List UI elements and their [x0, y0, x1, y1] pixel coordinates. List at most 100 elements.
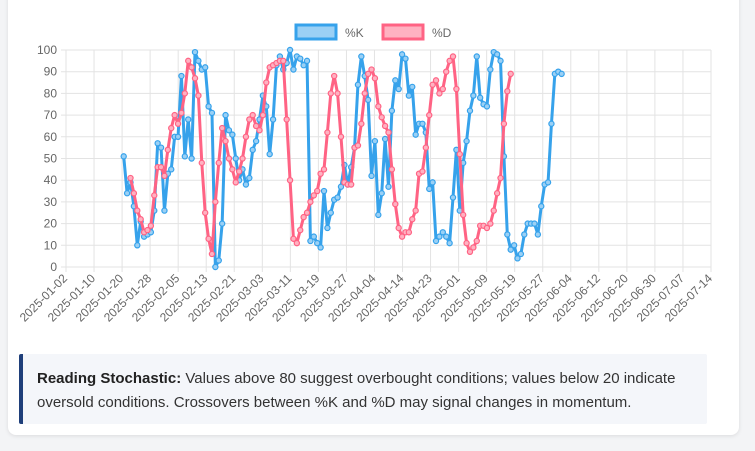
- data-point: [191, 75, 199, 82]
- data-point: [531, 220, 538, 227]
- data-point: [307, 237, 314, 245]
- data-point: [168, 124, 175, 132]
- data-point: [470, 244, 477, 251]
- data-point: [310, 233, 318, 240]
- data-point: [493, 51, 501, 58]
- data-point: [280, 57, 287, 65]
- data-point: [449, 53, 457, 60]
- data-point: [297, 55, 304, 62]
- data-point: [371, 75, 379, 82]
- data-point: [320, 187, 328, 195]
- data-point: [123, 190, 131, 197]
- data-point: [368, 172, 375, 180]
- chart-grid: [61, 49, 712, 272]
- data-point: [470, 92, 477, 99]
- data-point: [446, 57, 453, 65]
- data-point: [320, 166, 328, 173]
- data-point: [347, 181, 355, 188]
- data-point: [157, 163, 165, 171]
- data-point: [443, 68, 450, 75]
- data-point: [429, 81, 436, 88]
- data-point: [266, 150, 273, 158]
- data-point: [134, 242, 141, 249]
- data-point: [201, 209, 209, 216]
- data-point: [412, 131, 419, 138]
- data-point: [337, 183, 345, 190]
- data-point: [483, 103, 491, 110]
- data-point: [358, 53, 365, 60]
- data-point: [337, 133, 345, 140]
- data-point: [364, 70, 372, 78]
- data-point: [263, 79, 270, 86]
- data-point: [205, 103, 212, 110]
- data-point: [215, 257, 222, 264]
- chart-legend: %K %D: [294, 23, 452, 41]
- data-point: [161, 207, 168, 214]
- data-point: [453, 85, 460, 93]
- data-point: [426, 185, 433, 193]
- data-point: [317, 170, 324, 177]
- data-point: [375, 211, 382, 219]
- data-point: [436, 233, 443, 240]
- data-point: [497, 57, 504, 65]
- data-point: [208, 109, 216, 117]
- data-point: [161, 172, 168, 180]
- data-point: [185, 116, 192, 123]
- stochastic-note: Reading Stochastic: Values above 80 sugg…: [19, 354, 707, 424]
- series-lines: [120, 46, 565, 271]
- note-text: Values above 80 suggest overbought condi…: [37, 370, 676, 411]
- data-point: [385, 183, 392, 190]
- data-point: [429, 179, 436, 186]
- data-point: [371, 137, 379, 145]
- data-point: [137, 216, 144, 223]
- data-point: [432, 77, 440, 84]
- data-point: [225, 127, 233, 134]
- data-point: [215, 159, 222, 167]
- data-point: [395, 224, 402, 232]
- data-point: [300, 61, 307, 69]
- data-point: [252, 122, 260, 130]
- data-point: [449, 194, 457, 201]
- data-point: [188, 155, 195, 162]
- data-point: [419, 120, 426, 127]
- y-tick-label: 40: [44, 173, 58, 187]
- data-point: [412, 207, 419, 214]
- data-point: [229, 166, 236, 173]
- y-tick-label: 30: [44, 195, 58, 209]
- data-point: [514, 255, 521, 262]
- data-point: [517, 250, 525, 258]
- data-point: [218, 124, 226, 132]
- data-point: [330, 72, 338, 80]
- data-point: [225, 155, 233, 162]
- legend-label: %K: [345, 26, 364, 40]
- data-point: [290, 235, 297, 242]
- data-point: [191, 48, 199, 56]
- data-point: [246, 116, 253, 123]
- data-point: [364, 96, 372, 104]
- data-point: [324, 224, 331, 232]
- data-point: [544, 179, 552, 186]
- data-point: [558, 70, 565, 78]
- data-point: [303, 209, 311, 216]
- data-point: [317, 244, 324, 251]
- data-point: [286, 176, 294, 184]
- data-point: [127, 174, 134, 182]
- data-point: [422, 144, 430, 151]
- data-point: [490, 207, 497, 214]
- data-point: [307, 198, 314, 206]
- data-point: [218, 220, 226, 227]
- data-point: [208, 250, 216, 258]
- data-point: [283, 116, 290, 123]
- data-point: [178, 109, 185, 117]
- data-point: [466, 107, 474, 114]
- data-point: [181, 153, 189, 160]
- data-point: [358, 120, 365, 127]
- data-point: [446, 239, 453, 247]
- data-point: [487, 220, 494, 227]
- data-point: [252, 137, 260, 145]
- data-point: [381, 135, 389, 143]
- data-point: [456, 150, 463, 158]
- legend-swatch: [294, 23, 338, 41]
- data-point: [388, 107, 396, 114]
- data-point: [195, 92, 202, 99]
